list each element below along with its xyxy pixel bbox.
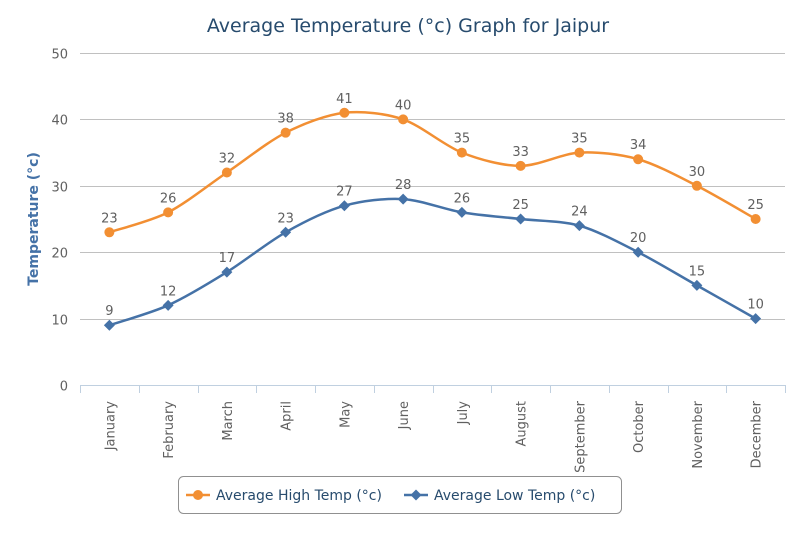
data-point-marker[interactable] [632,246,644,258]
data-label: 25 [747,198,764,213]
data-label: 12 [160,284,177,299]
data-point-marker[interactable] [574,147,585,158]
data-label: 24 [571,205,588,220]
series-line [108,110,757,234]
data-point-marker[interactable] [397,193,409,205]
x-tick-label: October [632,400,647,453]
data-point-marker[interactable] [339,107,350,118]
data-label: 10 [747,298,764,313]
data-label: 26 [454,191,471,206]
data-label: 23 [101,211,118,226]
y-tick-label: 50 [51,48,68,63]
data-label: 33 [512,145,529,160]
data-label: 40 [395,98,412,113]
legend: Average High Temp (°c) Average Low Temp (… [178,476,622,514]
data-label: 20 [630,231,647,246]
x-tick-label: March [221,401,236,441]
series-low: 9 12 17 23 27 28 26 25 24 20 15 10 [103,178,764,331]
data-label: 25 [512,198,529,213]
legend-item-low[interactable]: Average Low Temp (°c) [404,488,595,504]
data-label: 28 [395,178,412,193]
y-tick-label: 20 [51,247,68,262]
data-label: 27 [336,185,353,200]
data-label: 23 [277,211,294,226]
data-point-marker[interactable] [398,114,409,125]
data-point-marker[interactable] [691,279,703,291]
y-axis-label: Temperature (°c) [26,152,42,286]
x-tick-label: April [280,401,295,431]
data-point-marker[interactable] [221,167,232,178]
x-tick-label: July [456,401,471,426]
data-label: 35 [454,132,471,147]
data-label: 34 [630,138,647,153]
x-tick-label: November [691,400,706,468]
x-tick-label: May [338,401,353,428]
data-point-marker[interactable] [103,319,115,331]
data-label: 9 [105,304,113,319]
data-point-marker[interactable] [162,299,174,311]
x-tick-label: December [750,400,765,468]
legend-label: Average Low Temp (°c) [434,488,595,504]
data-point-marker[interactable] [456,206,468,218]
y-tick-label: 30 [51,181,68,196]
data-point-marker[interactable] [338,200,350,212]
data-point-marker[interactable] [515,213,527,225]
legend-item-high[interactable]: Average High Temp (°c) [186,488,382,504]
data-label: 35 [571,132,588,147]
data-point-marker[interactable] [691,180,702,191]
x-tick-label: September [573,400,588,473]
x-tick-label: February [162,401,177,459]
data-point-marker[interactable] [633,154,644,165]
data-label: 38 [277,112,294,127]
chart-title: Average Temperature (°c) Graph for Jaipu… [207,15,609,37]
y-tick-label: 10 [51,314,68,329]
data-label: 26 [160,191,177,206]
data-point-marker[interactable] [280,127,291,138]
data-label: 41 [336,92,353,107]
data-point-marker[interactable] [515,160,526,171]
legend-marker-icon [193,490,203,500]
data-point-marker[interactable] [456,147,467,158]
data-label: 15 [689,264,706,279]
x-tick-label: January [103,401,118,452]
series-high: 23 26 32 38 41 40 35 33 35 34 30 25 [101,92,764,238]
legend-label: Average High Temp (°c) [216,488,382,504]
series-line [108,197,757,327]
y-tick-label: 40 [51,114,68,129]
y-tick-label: 0 [60,380,68,395]
x-tick-label: August [515,401,530,447]
legend-box [178,476,622,514]
data-point-marker[interactable] [104,227,115,238]
data-point-marker[interactable] [750,214,761,224]
x-tick-label: June [397,401,412,430]
data-label: 32 [219,152,236,167]
data-point-marker[interactable] [163,207,174,218]
data-label: 30 [689,165,706,180]
data-point-marker[interactable] [573,220,585,232]
data-point-marker[interactable] [221,266,233,278]
legend-marker-icon [410,489,422,501]
data-point-marker[interactable] [750,313,762,325]
data-point-marker[interactable] [280,226,292,238]
data-label: 17 [219,251,236,266]
